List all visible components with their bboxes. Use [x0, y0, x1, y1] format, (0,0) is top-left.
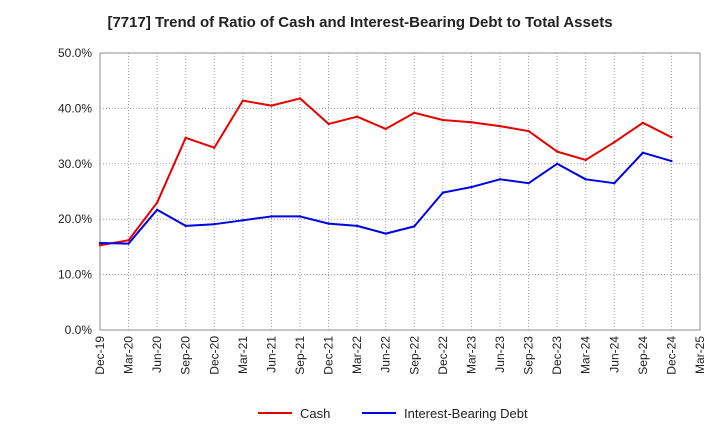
y-tick-label: 10.0%	[58, 268, 92, 282]
y-tick-label: 40.0%	[58, 101, 92, 115]
data-point-cash	[298, 97, 302, 100]
x-tick-label: Mar-25	[693, 336, 707, 374]
data-point-cash	[613, 140, 616, 144]
x-tick-label: Sep-20	[179, 336, 193, 375]
data-point-interest-bearing-debt	[155, 208, 159, 211]
series-group	[98, 97, 673, 247]
data-point-interest-bearing-debt	[527, 181, 530, 185]
x-tick-label: Dec-24	[664, 336, 678, 375]
x-tick-label: Jun-24	[607, 336, 621, 373]
x-tick-label: Sep-24	[636, 336, 650, 375]
plot-background	[100, 53, 700, 330]
data-point-cash	[241, 99, 245, 102]
x-tick-label: Jun-21	[264, 336, 278, 373]
data-point-cash	[155, 201, 159, 204]
y-axis: 0.0% 10.0% 20.0% 30.0% 40.0% 50.0%	[58, 46, 92, 337]
data-point-interest-bearing-debt	[670, 159, 673, 163]
data-point-interest-bearing-debt	[384, 232, 387, 235]
data-point-cash	[327, 122, 330, 126]
y-tick-label: 30.0%	[58, 157, 92, 171]
data-point-cash	[670, 136, 673, 139]
data-point-interest-bearing-debt	[441, 191, 445, 194]
data-point-cash	[384, 127, 387, 131]
legend-label-interest-bearing-debt: Interest-Bearing Debt	[404, 406, 528, 421]
data-point-interest-bearing-debt	[327, 222, 330, 225]
data-point-cash	[98, 244, 102, 247]
data-point-cash	[355, 115, 359, 118]
grid	[99, 52, 701, 331]
data-point-interest-bearing-debt	[641, 151, 645, 154]
plot-area	[99, 52, 701, 331]
x-tick-label: Sep-22	[407, 336, 421, 375]
x-tick-label: Jun-20	[150, 336, 164, 373]
legend-label-cash: Cash	[300, 406, 330, 421]
x-tick-label: Jun-23	[493, 336, 507, 373]
data-point-interest-bearing-debt	[498, 178, 502, 181]
data-point-interest-bearing-debt	[98, 241, 102, 245]
data-point-cash	[184, 136, 187, 139]
data-point-cash	[270, 104, 273, 107]
data-point-interest-bearing-debt	[413, 225, 416, 228]
y-tick-label: 0.0%	[65, 323, 93, 337]
data-point-interest-bearing-debt	[555, 162, 559, 165]
x-tick-label: Mar-24	[579, 336, 593, 374]
data-point-interest-bearing-debt	[184, 224, 187, 228]
data-point-cash	[470, 121, 473, 124]
data-point-interest-bearing-debt	[298, 215, 302, 218]
data-point-interest-bearing-debt	[355, 224, 359, 228]
x-axis: Dec-19 Mar-20 Jun-20 Sep-20 Dec-20 Mar-21 Jun-…	[93, 336, 707, 375]
x-tick-label: Mar-20	[122, 336, 136, 374]
data-point-cash	[555, 150, 559, 153]
x-tick-label: Dec-21	[322, 336, 336, 375]
data-point-cash	[441, 118, 445, 122]
x-tick-label: Dec-23	[550, 336, 564, 375]
x-tick-label: Mar-23	[464, 336, 478, 374]
y-tick-label: 20.0%	[58, 212, 92, 226]
y-tick-label: 50.0%	[58, 46, 92, 60]
data-point-cash	[527, 129, 530, 133]
data-point-cash	[584, 158, 587, 162]
data-point-interest-bearing-debt	[270, 215, 273, 218]
data-point-interest-bearing-debt	[613, 181, 616, 185]
legend: Cash Interest-Bearing Debt	[258, 406, 528, 421]
data-point-cash	[213, 146, 216, 149]
data-point-cash	[641, 121, 645, 125]
data-point-interest-bearing-debt	[241, 219, 245, 222]
data-point-cash	[413, 111, 416, 115]
x-tick-label: Dec-22	[436, 336, 450, 375]
x-tick-label: Mar-21	[236, 336, 250, 374]
x-tick-label: Sep-23	[522, 336, 536, 375]
chart-title: [7717] Trend of Ratio of Cash and Intere…	[107, 14, 613, 31]
data-point-interest-bearing-debt	[213, 222, 216, 226]
x-tick-label: Sep-21	[293, 336, 307, 375]
x-tick-label: Mar-22	[350, 336, 364, 374]
x-tick-label: Dec-20	[207, 336, 221, 375]
x-tick-label: Jun-22	[379, 336, 393, 373]
data-point-interest-bearing-debt	[584, 178, 587, 181]
data-point-interest-bearing-debt	[127, 242, 130, 245]
data-point-interest-bearing-debt	[470, 185, 473, 189]
x-tick-label: Dec-19	[93, 336, 107, 375]
data-point-cash	[127, 239, 130, 242]
data-point-cash	[498, 124, 502, 128]
